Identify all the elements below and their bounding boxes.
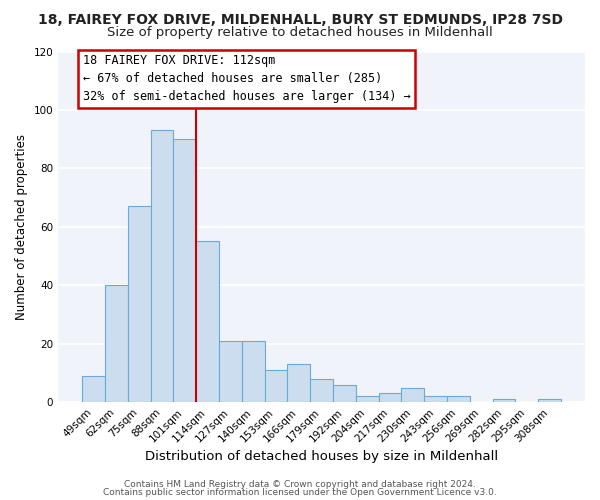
Bar bbox=[128, 206, 151, 402]
Bar bbox=[424, 396, 447, 402]
Bar bbox=[151, 130, 173, 402]
Bar bbox=[447, 396, 470, 402]
Bar bbox=[401, 388, 424, 402]
Text: Contains public sector information licensed under the Open Government Licence v3: Contains public sector information licen… bbox=[103, 488, 497, 497]
Bar bbox=[333, 384, 356, 402]
Bar bbox=[242, 341, 265, 402]
Bar bbox=[219, 341, 242, 402]
Bar bbox=[196, 242, 219, 402]
Bar bbox=[287, 364, 310, 402]
Bar bbox=[173, 139, 196, 402]
Text: 18 FAIREY FOX DRIVE: 112sqm
← 67% of detached houses are smaller (285)
32% of se: 18 FAIREY FOX DRIVE: 112sqm ← 67% of det… bbox=[83, 54, 410, 104]
Bar bbox=[538, 400, 561, 402]
Bar bbox=[379, 394, 401, 402]
Bar bbox=[356, 396, 379, 402]
Bar bbox=[82, 376, 105, 402]
Y-axis label: Number of detached properties: Number of detached properties bbox=[15, 134, 28, 320]
Bar bbox=[265, 370, 287, 402]
Bar bbox=[310, 379, 333, 402]
Bar bbox=[493, 400, 515, 402]
Text: 18, FAIREY FOX DRIVE, MILDENHALL, BURY ST EDMUNDS, IP28 7SD: 18, FAIREY FOX DRIVE, MILDENHALL, BURY S… bbox=[37, 12, 563, 26]
Text: Contains HM Land Registry data © Crown copyright and database right 2024.: Contains HM Land Registry data © Crown c… bbox=[124, 480, 476, 489]
Bar bbox=[105, 286, 128, 402]
Text: Size of property relative to detached houses in Mildenhall: Size of property relative to detached ho… bbox=[107, 26, 493, 39]
X-axis label: Distribution of detached houses by size in Mildenhall: Distribution of detached houses by size … bbox=[145, 450, 498, 462]
